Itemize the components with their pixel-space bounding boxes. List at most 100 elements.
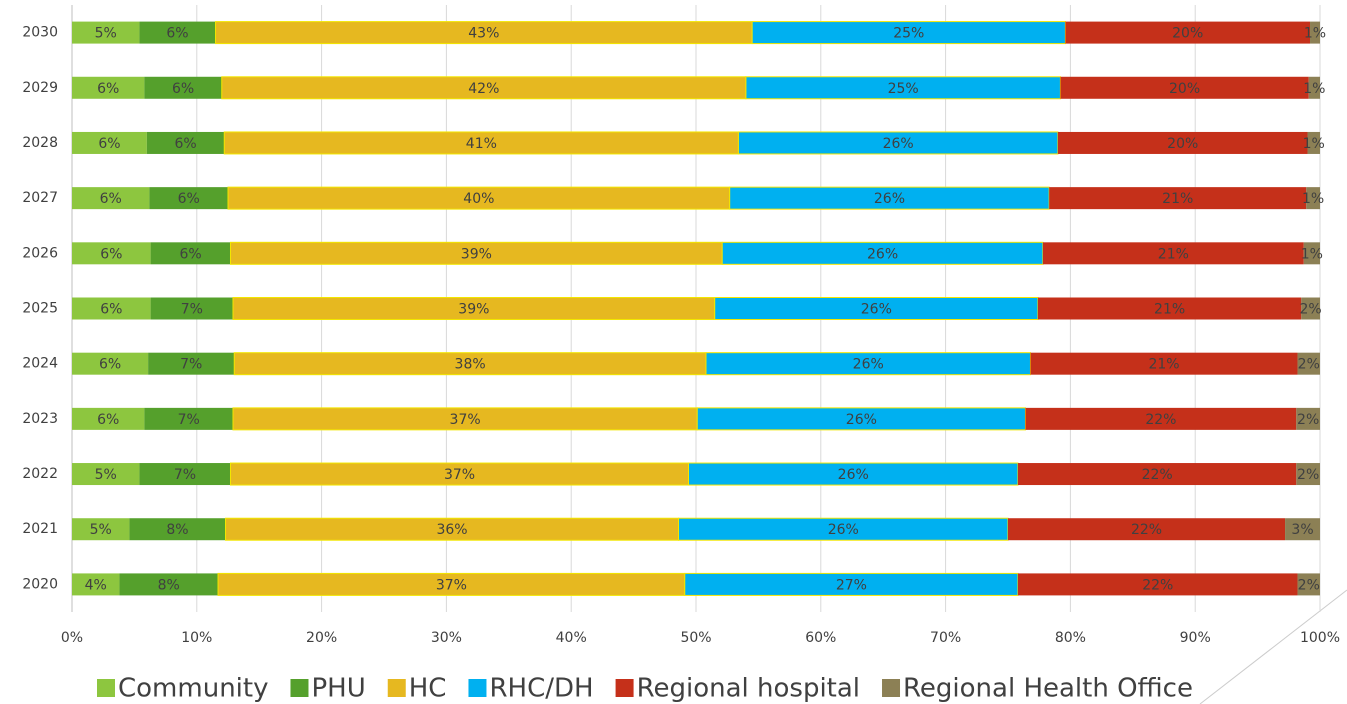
data-label: 25%	[893, 26, 924, 42]
data-label: 26%	[838, 467, 869, 483]
bar-segment	[714, 297, 1039, 320]
data-label: 6%	[178, 191, 200, 207]
bar-segment	[72, 573, 120, 596]
data-label: 6%	[98, 136, 120, 152]
x-tick-label: 10%	[181, 630, 212, 646]
bar-segment	[1042, 242, 1304, 265]
data-label: 26%	[883, 136, 914, 152]
data-label: 20%	[1172, 26, 1203, 42]
bar-segment	[1296, 407, 1320, 430]
data-label: 8%	[158, 577, 180, 593]
data-label: 5%	[95, 26, 117, 42]
data-label: 21%	[1154, 302, 1185, 318]
data-label: 1%	[1304, 26, 1326, 42]
bar-segment	[1297, 573, 1320, 596]
data-label: 39%	[461, 246, 492, 262]
bar-segment	[696, 407, 1026, 431]
data-label: 5%	[95, 467, 117, 483]
x-tick-label: 30%	[431, 630, 462, 646]
bar-segment	[1306, 187, 1320, 210]
bar-segment	[1301, 297, 1320, 320]
x-tick-label: 60%	[805, 630, 836, 646]
data-label: 38%	[455, 357, 486, 373]
bar-segment	[119, 573, 219, 596]
data-label: 20%	[1167, 136, 1198, 152]
bar-segment	[72, 518, 130, 541]
y-tick-label: 2023	[22, 411, 58, 427]
data-label: 20%	[1169, 81, 1200, 97]
data-label: 1%	[1303, 81, 1325, 97]
data-label: 43%	[468, 26, 499, 42]
bar-segment	[72, 242, 151, 265]
bar-segment	[1017, 463, 1297, 486]
bar-segment	[144, 407, 233, 430]
legend-label: RHC/DH	[489, 674, 593, 704]
x-tick-label: 50%	[680, 630, 711, 646]
bar-segment	[72, 187, 150, 210]
bar-segment	[1030, 352, 1298, 375]
data-label: 6%	[172, 81, 194, 97]
data-label: 8%	[166, 522, 188, 538]
y-tick-label: 2022	[22, 466, 58, 482]
data-label: 6%	[97, 412, 119, 428]
y-tick-label: 2029	[22, 80, 58, 96]
data-label: 1%	[1301, 246, 1323, 262]
data-label: 21%	[1158, 246, 1189, 262]
y-tick-label: 2025	[22, 301, 58, 317]
bar-segment	[1060, 76, 1309, 99]
data-label: 36%	[436, 522, 467, 538]
y-tick-label: 2021	[22, 521, 58, 537]
bar-segment	[129, 518, 226, 541]
data-label: 26%	[861, 302, 892, 318]
data-label: 37%	[436, 577, 467, 593]
data-label: 26%	[874, 191, 905, 207]
bar-segment	[1017, 573, 1298, 596]
bar-segment	[1037, 297, 1302, 320]
data-label: 6%	[100, 302, 122, 318]
data-label: 6%	[166, 26, 188, 42]
bar-segment	[1285, 518, 1320, 541]
data-label: 6%	[174, 136, 196, 152]
y-tick-label: 2026	[22, 245, 58, 261]
data-label: 26%	[846, 412, 877, 428]
x-tick-label: 90%	[1180, 630, 1211, 646]
data-label: 26%	[867, 246, 898, 262]
data-label: 7%	[174, 467, 196, 483]
legend-label: Regional hospital	[637, 674, 860, 704]
legend-swatch	[882, 679, 901, 697]
bar-segment	[150, 242, 231, 265]
data-label: 22%	[1131, 522, 1162, 538]
bar-segment	[1308, 76, 1320, 99]
x-tick-label: 100%	[1300, 630, 1340, 646]
bar-segment	[72, 407, 145, 430]
y-tick-label: 2020	[22, 576, 58, 592]
data-label: 2%	[1297, 412, 1319, 428]
data-label: 3%	[1291, 522, 1313, 538]
bar-segment	[72, 131, 147, 154]
bar-segment	[1303, 242, 1320, 265]
x-tick-label: 20%	[306, 630, 337, 646]
data-label: 21%	[1162, 191, 1193, 207]
data-label: 6%	[97, 81, 119, 97]
bar-segment	[1297, 352, 1320, 375]
y-tick-label: 2027	[22, 190, 58, 206]
data-label: 1%	[1303, 136, 1325, 152]
data-label: 2%	[1300, 302, 1322, 318]
data-label: 22%	[1145, 412, 1176, 428]
data-label: 6%	[100, 246, 122, 262]
bar-segment	[1025, 407, 1297, 430]
legend-label: Community	[118, 674, 268, 704]
data-label: 40%	[463, 191, 494, 207]
data-label: 22%	[1142, 577, 1173, 593]
bar-segment	[148, 352, 235, 375]
decoration	[1199, 589, 1347, 704]
data-label: 37%	[450, 412, 481, 428]
bar-segment	[1049, 187, 1307, 210]
bar-segment	[72, 352, 149, 375]
data-label: 26%	[828, 522, 859, 538]
x-tick-label: 70%	[930, 630, 961, 646]
data-label: 22%	[1142, 467, 1173, 483]
bar-segment	[1310, 21, 1320, 44]
data-label: 6%	[179, 246, 201, 262]
